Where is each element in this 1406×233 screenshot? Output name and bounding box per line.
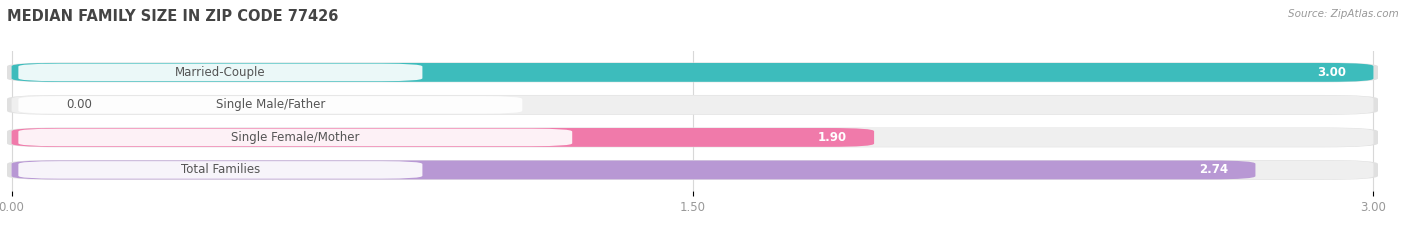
FancyBboxPatch shape bbox=[11, 161, 1374, 179]
Text: MEDIAN FAMILY SIZE IN ZIP CODE 77426: MEDIAN FAMILY SIZE IN ZIP CODE 77426 bbox=[7, 9, 339, 24]
Text: Single Male/Father: Single Male/Father bbox=[215, 98, 325, 111]
Text: 3.00: 3.00 bbox=[1317, 66, 1346, 79]
Text: 1.90: 1.90 bbox=[818, 131, 846, 144]
FancyBboxPatch shape bbox=[11, 128, 875, 147]
FancyBboxPatch shape bbox=[11, 63, 1374, 82]
FancyBboxPatch shape bbox=[18, 161, 422, 179]
Text: 0.00: 0.00 bbox=[66, 98, 91, 111]
FancyBboxPatch shape bbox=[11, 63, 1374, 82]
FancyBboxPatch shape bbox=[11, 96, 1374, 114]
FancyBboxPatch shape bbox=[7, 160, 1378, 180]
FancyBboxPatch shape bbox=[18, 96, 522, 114]
FancyBboxPatch shape bbox=[7, 62, 1378, 82]
FancyBboxPatch shape bbox=[18, 129, 572, 146]
FancyBboxPatch shape bbox=[7, 95, 1378, 115]
FancyBboxPatch shape bbox=[11, 128, 1374, 147]
FancyBboxPatch shape bbox=[11, 161, 1256, 179]
Text: Total Families: Total Families bbox=[181, 163, 260, 176]
Text: Married-Couple: Married-Couple bbox=[176, 66, 266, 79]
Text: Source: ZipAtlas.com: Source: ZipAtlas.com bbox=[1288, 9, 1399, 19]
FancyBboxPatch shape bbox=[18, 64, 422, 81]
FancyBboxPatch shape bbox=[7, 127, 1378, 147]
Text: Single Female/Mother: Single Female/Mother bbox=[231, 131, 360, 144]
Text: 2.74: 2.74 bbox=[1199, 163, 1229, 176]
